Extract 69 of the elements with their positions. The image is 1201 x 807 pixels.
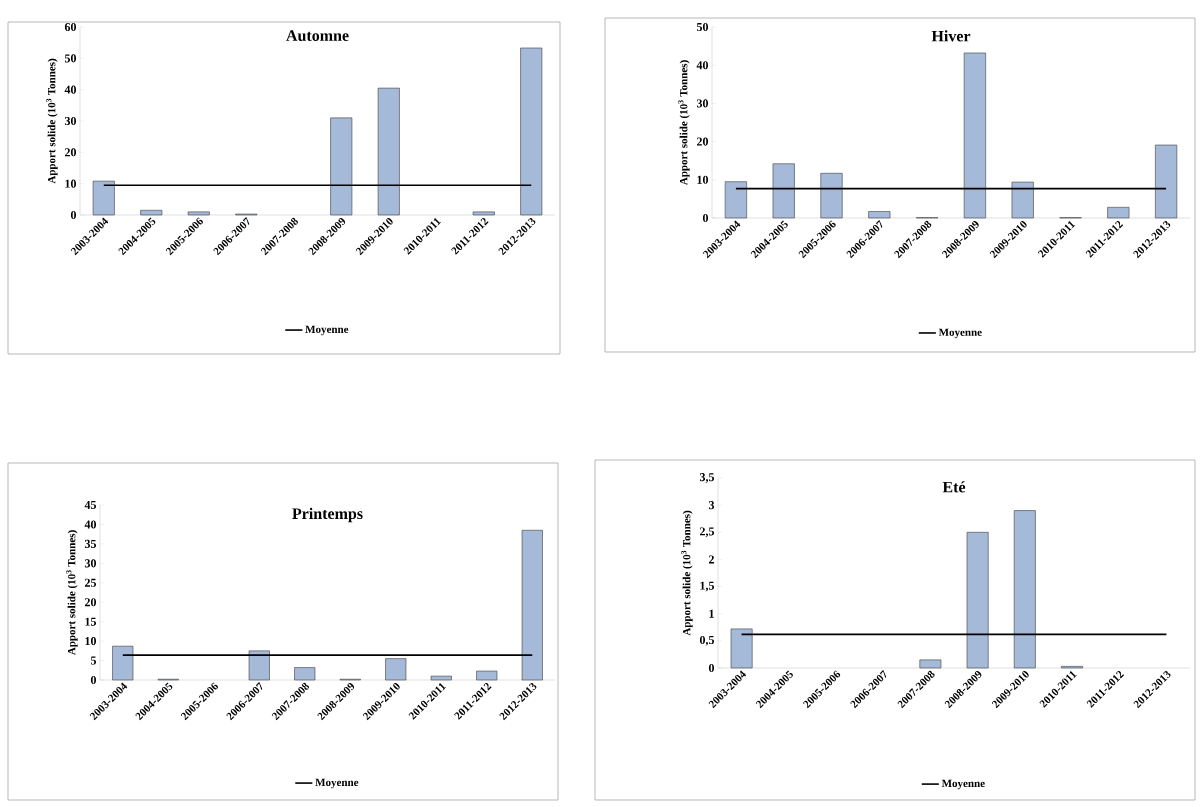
- bar: [966, 531, 989, 669]
- bar: [294, 667, 316, 681]
- y-tick-label: 25: [84, 578, 97, 587]
- bar: [476, 670, 498, 681]
- chart-title: Eté: [942, 481, 966, 493]
- legend-label: Moyenne: [941, 779, 985, 790]
- y-tick-label: 40: [696, 61, 709, 70]
- y-tick-label: 3,5: [699, 473, 715, 483]
- bar: [112, 645, 134, 681]
- y-tick-label: 5: [90, 656, 97, 665]
- chart-title: Printemps: [292, 507, 363, 523]
- y-tick-label: 45: [84, 500, 97, 509]
- y-tick-label: 0,5: [699, 635, 715, 646]
- y-tick-label: 1,5: [700, 581, 715, 592]
- bar: [385, 658, 407, 681]
- y-tick-label: 50: [696, 22, 709, 32]
- bar: [92, 180, 115, 216]
- y-axis-title: Apport solide (10$^{3}$ Tonnes): [66, 530, 78, 656]
- y-tick-label: 0: [90, 675, 97, 685]
- y-tick-label: 30: [84, 559, 97, 568]
- y-tick-label: 1: [709, 609, 714, 618]
- bar: [724, 181, 747, 219]
- y-tick-label: 20: [64, 148, 77, 157]
- y-tick-label: 35: [84, 539, 97, 548]
- bar: [330, 117, 353, 216]
- y-tick-label: 2: [708, 555, 714, 564]
- legend-label: Moyenne: [305, 325, 349, 336]
- y-tick-label: 40: [84, 520, 97, 529]
- bar: [377, 87, 400, 216]
- bar: [248, 650, 270, 681]
- bar: [868, 211, 891, 219]
- y-tick-label: 30: [64, 116, 77, 126]
- y-tick-label: 0: [702, 213, 709, 223]
- bar: [187, 211, 210, 216]
- bar: [919, 659, 942, 669]
- y-tick-label: 60: [64, 22, 77, 32]
- bar: [430, 675, 452, 681]
- bar: [772, 163, 795, 219]
- y-tick-label: 3: [708, 501, 715, 510]
- y-axis-title: Apport solide (10$^{3}$ Tonnes): [46, 58, 58, 184]
- bar: [472, 211, 495, 216]
- bar: [730, 628, 753, 669]
- bar: [521, 529, 543, 681]
- y-tick-label: 50: [64, 54, 77, 63]
- bar: [1107, 207, 1130, 219]
- bar: [140, 210, 163, 216]
- y-tick-label: 10: [85, 637, 97, 646]
- y-tick-label: 20: [84, 598, 97, 607]
- y-tick-label: 10: [65, 179, 77, 188]
- y-tick-label: 30: [696, 99, 709, 108]
- legend-label: Moyenne: [315, 778, 359, 789]
- bar: [1011, 181, 1034, 219]
- chart-title: Hiver: [931, 30, 971, 42]
- y-tick-label: 0: [70, 210, 77, 220]
- bar: [1013, 510, 1036, 669]
- y-tick-label: 40: [64, 85, 77, 94]
- y-tick-label: 2,5: [699, 527, 715, 538]
- y-axis-title: Apport solide (10$^{3}$ Tonnes): [678, 60, 690, 186]
- legend-label: Moyenne: [938, 328, 982, 339]
- y-tick-label: 10: [697, 175, 709, 184]
- y-tick-label: 15: [85, 617, 97, 626]
- y-tick-label: 20: [696, 137, 709, 146]
- bar: [820, 173, 843, 219]
- y-tick-label: 0: [708, 663, 715, 673]
- chart-title: Automne: [286, 30, 349, 41]
- bar: [1155, 144, 1178, 219]
- bar: [963, 52, 986, 219]
- y-axis-title: Apport solide (10$^{3}$ Tonnes): [681, 510, 693, 636]
- bar: [520, 47, 543, 216]
